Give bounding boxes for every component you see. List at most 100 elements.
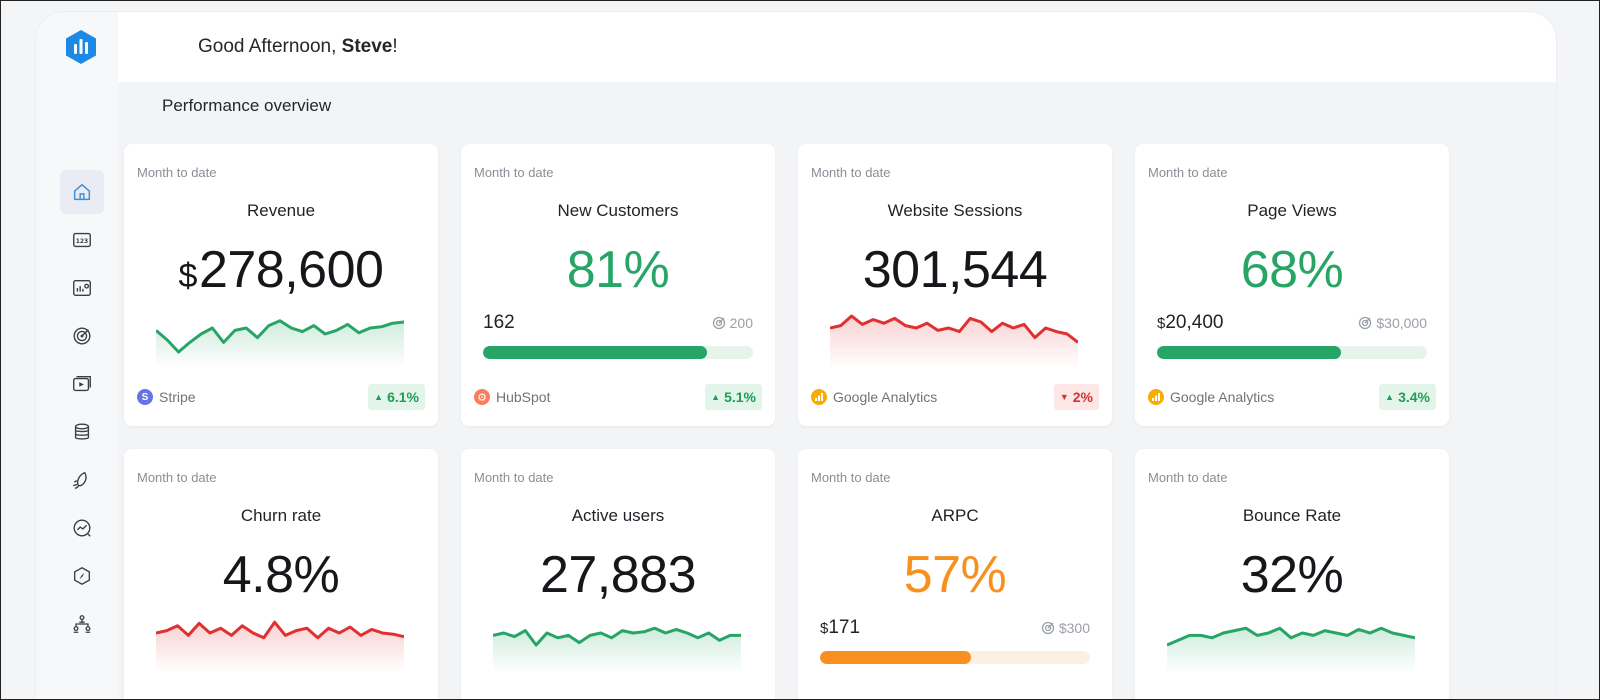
arrow-up-icon: ▲ [711, 392, 721, 402]
progress-fill [483, 346, 708, 359]
kpi-value: $278,600 [124, 240, 438, 300]
progress-fill [820, 651, 972, 664]
sidebar-item-dashboard[interactable] [60, 266, 104, 310]
svg-text:123: 123 [76, 238, 88, 245]
delta-badge: ▲ 6.1% [368, 384, 425, 410]
kpi-value: 32% [1135, 545, 1449, 605]
sidebar-item-team[interactable] [60, 602, 104, 646]
progress-bar [483, 346, 753, 359]
kpi-title: Revenue [246, 201, 316, 220]
kpi-card-arpc[interactable]: Month to date ARPC 57% $171 $300 [798, 449, 1112, 700]
sidebar-item-compass[interactable] [60, 554, 104, 598]
current-value: $20,400 [1157, 312, 1224, 333]
progress-bar [820, 651, 1090, 664]
card-footer: Google Analytics ▼ 2% [811, 384, 1099, 410]
goal-value: $300 [1041, 620, 1090, 636]
kpi-card-page-views[interactable]: Month to date Page Views 68% $20,400 $30,000… [1135, 144, 1449, 426]
data-source-label: Stripe [159, 389, 196, 405]
data-source-label: HubSpot [496, 389, 551, 405]
goal-value: 200 [712, 315, 753, 331]
progress-values: 162 200 [483, 312, 753, 334]
greeting-prefix: Good Afternoon, [198, 36, 342, 57]
kpi-card-churn-rate[interactable]: Month to date Churn rate 4.8% [124, 449, 438, 700]
period-label: Month to date [137, 165, 217, 180]
kpi-value: 4.8% [124, 545, 438, 605]
delta-value: 6.1% [387, 389, 419, 405]
data-source-label: Google Analytics [833, 389, 938, 405]
home-icon [73, 183, 91, 201]
kpi-card-revenue[interactable]: Month to date Revenue $278,600 S Stripe ▲ 6.1% [124, 144, 438, 426]
period-label: Month to date [474, 165, 554, 180]
progress-bar [1157, 346, 1427, 359]
kpi-value-text: 32% [1240, 546, 1344, 604]
kpi-card-website-sessions[interactable]: Month to date Website Sessions 301,544 Goog… [798, 144, 1112, 426]
delta-value: 3.4% [1398, 389, 1430, 405]
kpi-title: Page Views [1247, 201, 1337, 220]
kpi-value-text: 57% [903, 546, 1007, 604]
greeting-suffix: ! [392, 36, 398, 57]
sparkline-line [1167, 626, 1415, 647]
data-source[interactable]: Google Analytics [1148, 389, 1274, 405]
delta-value: 5.1% [724, 389, 756, 405]
sidebar-item-video[interactable] [60, 362, 104, 406]
hubspot-icon: ⚙ [474, 389, 490, 405]
kpi-card-active-users[interactable]: Month to date Active users 27,883 [461, 449, 775, 700]
kpi-value-text: 27,883 [539, 546, 697, 604]
sparkline-area [830, 316, 1078, 368]
kpi-title: Website Sessions [887, 201, 1023, 220]
sparkline-area [156, 320, 404, 368]
current-value: $171 [820, 617, 861, 638]
stripe-icon: S [137, 389, 153, 405]
sidebar-item-numbers[interactable]: 123 [60, 218, 104, 262]
goal-target-icon [712, 316, 725, 330]
sparkline-area [1167, 628, 1415, 673]
kpi-card-bounce-rate[interactable]: Month to date Bounce Rate 32% [1135, 449, 1449, 700]
card-footer: S Stripe ▲ 6.1% [137, 384, 425, 410]
delta-badge: ▼ 2% [1053, 384, 1099, 410]
card-footer: Google Analytics ▲ 3.4% [1148, 384, 1436, 410]
period-label: Month to date [811, 470, 891, 485]
kpi-title: Active users [571, 506, 665, 525]
data-source[interactable]: Google Analytics [811, 389, 937, 405]
kpi-value: 27,883 [461, 545, 775, 605]
sparkline-chart [1167, 626, 1415, 673]
sidebar-item-database[interactable] [60, 410, 104, 454]
current-value: 162 [483, 312, 515, 333]
kpi-value-text: 68% [1240, 241, 1344, 299]
greeting-name: Steve [341, 36, 393, 57]
kpi-card-new-customers[interactable]: Month to date New Customers 81% 162 200 ⚙ HubS… [461, 144, 775, 426]
data-source[interactable]: ⚙ HubSpot [474, 389, 550, 405]
sidebar-item-analytics[interactable] [60, 506, 104, 550]
currency-symbol: $ [178, 257, 198, 295]
sidebar-item-rocket[interactable] [60, 458, 104, 502]
progress-fill [1157, 346, 1341, 359]
kpi-value: 57% [798, 545, 1112, 605]
sparkline-line [156, 319, 404, 354]
period-label: Month to date [1148, 470, 1228, 485]
kpi-title: New Customers [557, 201, 679, 220]
arrow-up-icon: ▲ [1385, 392, 1395, 402]
sidebar-item-target[interactable] [60, 314, 104, 358]
sparkline-chart [830, 314, 1078, 368]
target-icon [73, 327, 91, 345]
goal-value: $30,000 [1358, 315, 1427, 331]
video-icon [73, 375, 91, 392]
sidebar-item-home[interactable] [60, 170, 104, 214]
sparkline-chart [156, 319, 404, 368]
kpi-title: ARPC [931, 506, 979, 525]
sparkline-line [830, 314, 1078, 344]
google-analytics-icon [811, 389, 827, 405]
kpi-title: Bounce Rate [1242, 506, 1342, 525]
data-source-label: Google Analytics [1170, 389, 1275, 405]
kpi-value-text: 4.8% [222, 546, 340, 604]
section-title: Performance overview [162, 96, 332, 115]
sparkline-line [493, 626, 741, 647]
team-icon [73, 615, 91, 633]
progress-values: $20,400 $30,000 [1157, 312, 1427, 334]
sidebar: 123 [36, 12, 118, 700]
data-source[interactable]: S Stripe [137, 389, 196, 405]
kpi-value: 68% [1135, 240, 1449, 300]
google-analytics-icon [1148, 389, 1164, 405]
sparkline-chart [493, 626, 741, 673]
logo-icon[interactable] [65, 29, 97, 65]
